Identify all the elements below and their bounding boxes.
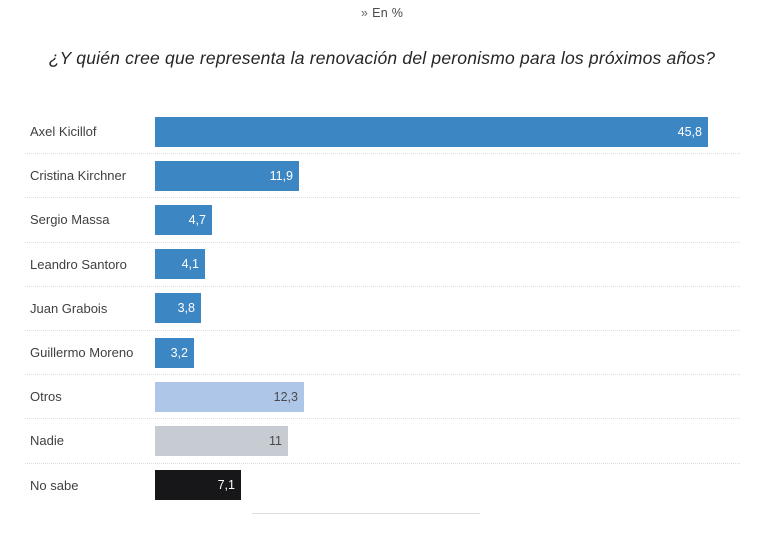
category-label: Axel Kicillof	[30, 124, 97, 140]
bar: 4,7	[155, 204, 212, 235]
category-label: Juan Grabois	[30, 300, 108, 316]
chart-row: Nadie 11	[25, 419, 740, 464]
chart-row: Cristina Kirchner 11,9	[25, 154, 740, 199]
chart-row: Otros 12,3	[25, 375, 740, 420]
bar-track: 11	[155, 425, 740, 456]
bar-track: 3,8	[155, 293, 740, 324]
bar: 45,8	[155, 116, 708, 147]
value-label: 3,8	[177, 301, 195, 316]
unit-note-marker: »	[360, 6, 369, 20]
category-label: Otros	[30, 389, 62, 405]
unit-note-text: En %	[372, 6, 404, 20]
bar: 3,8	[155, 293, 201, 324]
chart-row: Sergio Massa 4,7	[25, 198, 740, 243]
chart-row: Guillermo Moreno 3,2	[25, 331, 740, 376]
bar-track: 4,7	[155, 204, 740, 235]
value-label: 11	[269, 433, 282, 448]
chart-row: No sabe 7,1	[25, 464, 740, 507]
chart-row: Leandro Santoro 4,1	[25, 243, 740, 287]
bar: 12,3	[155, 381, 304, 412]
category-label: No sabe	[30, 477, 79, 493]
bar: 11	[155, 425, 288, 456]
bar-track: 11,9	[155, 160, 740, 191]
category-label: Sergio Massa	[30, 212, 110, 228]
bar: 11,9	[155, 160, 299, 191]
value-label: 11,9	[269, 168, 293, 183]
value-label: 7,1	[217, 478, 235, 493]
bar: 4,1	[155, 249, 205, 280]
category-label: Cristina Kirchner	[30, 168, 127, 184]
value-label: 4,1	[181, 257, 199, 272]
bar-track: 3,2	[155, 337, 740, 368]
bar-track: 7,1	[155, 470, 740, 501]
bar-track: 12,3	[155, 381, 740, 412]
unit-note: » En %	[0, 6, 764, 20]
chart-row: Axel Kicillof 45,8	[25, 110, 740, 155]
category-label: Nadie	[30, 433, 64, 449]
value-label: 12,3	[273, 389, 298, 404]
bar: 3,2	[155, 337, 194, 368]
bar-track: 45,8	[155, 116, 740, 147]
footer-divider	[252, 513, 480, 514]
bar: 7,1	[155, 470, 241, 501]
bar-track: 4,1	[155, 249, 740, 280]
chart-row: Juan Grabois 3,8	[25, 287, 740, 331]
chart-rows: Axel Kicillof 45,8 Cristina Kirchner 11,9 Se…	[25, 110, 740, 507]
chart-title: ¿Y quién cree que representa la renovaci…	[48, 48, 716, 68]
category-label: Guillermo Moreno	[30, 345, 134, 361]
value-label: 45,8	[677, 124, 702, 139]
value-label: 4,7	[188, 212, 206, 227]
value-label: 3,2	[170, 345, 188, 360]
category-label: Leandro Santoro	[30, 256, 127, 272]
